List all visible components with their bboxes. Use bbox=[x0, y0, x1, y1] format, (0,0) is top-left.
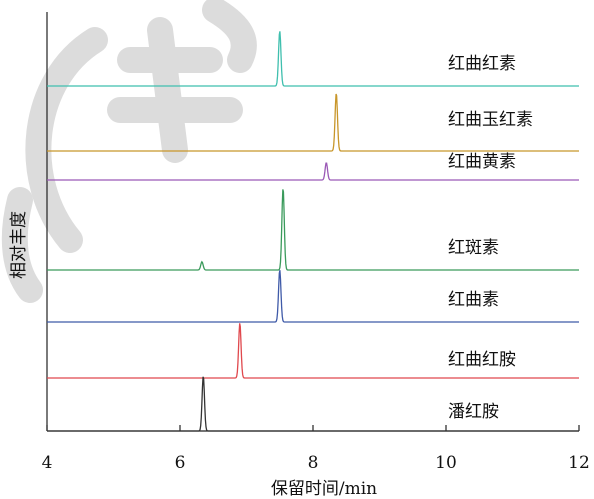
axes: 4 6 8 10 12 bbox=[42, 12, 590, 473]
series-line bbox=[47, 376, 579, 432]
series-label: 红曲红胺 bbox=[448, 350, 516, 370]
series-line bbox=[47, 93, 579, 152]
x-axis-label: 保留时间/min bbox=[271, 479, 377, 499]
x-tick-label: 8 bbox=[308, 453, 319, 473]
series-line bbox=[47, 270, 579, 323]
series-line bbox=[47, 31, 579, 87]
series-label: 红曲玉红素 bbox=[448, 110, 533, 130]
y-axis-label: 相对丰度 bbox=[9, 211, 29, 279]
series-layer bbox=[47, 31, 579, 432]
series-label: 红曲红素 bbox=[448, 54, 516, 74]
x-tick-label: 4 bbox=[42, 453, 53, 473]
series-label: 红曲黄素 bbox=[448, 152, 516, 172]
series-label: 潘红胺 bbox=[448, 402, 499, 422]
series-line bbox=[47, 323, 579, 379]
x-tick-label: 12 bbox=[568, 453, 590, 473]
watermark bbox=[1, 0, 257, 303]
x-tick-label: 10 bbox=[435, 453, 457, 473]
series-line bbox=[47, 162, 579, 181]
series-label: 红斑素 bbox=[448, 238, 499, 258]
series-label: 红曲素 bbox=[448, 290, 499, 310]
series-line bbox=[47, 189, 579, 271]
x-tick-label: 6 bbox=[175, 453, 186, 473]
